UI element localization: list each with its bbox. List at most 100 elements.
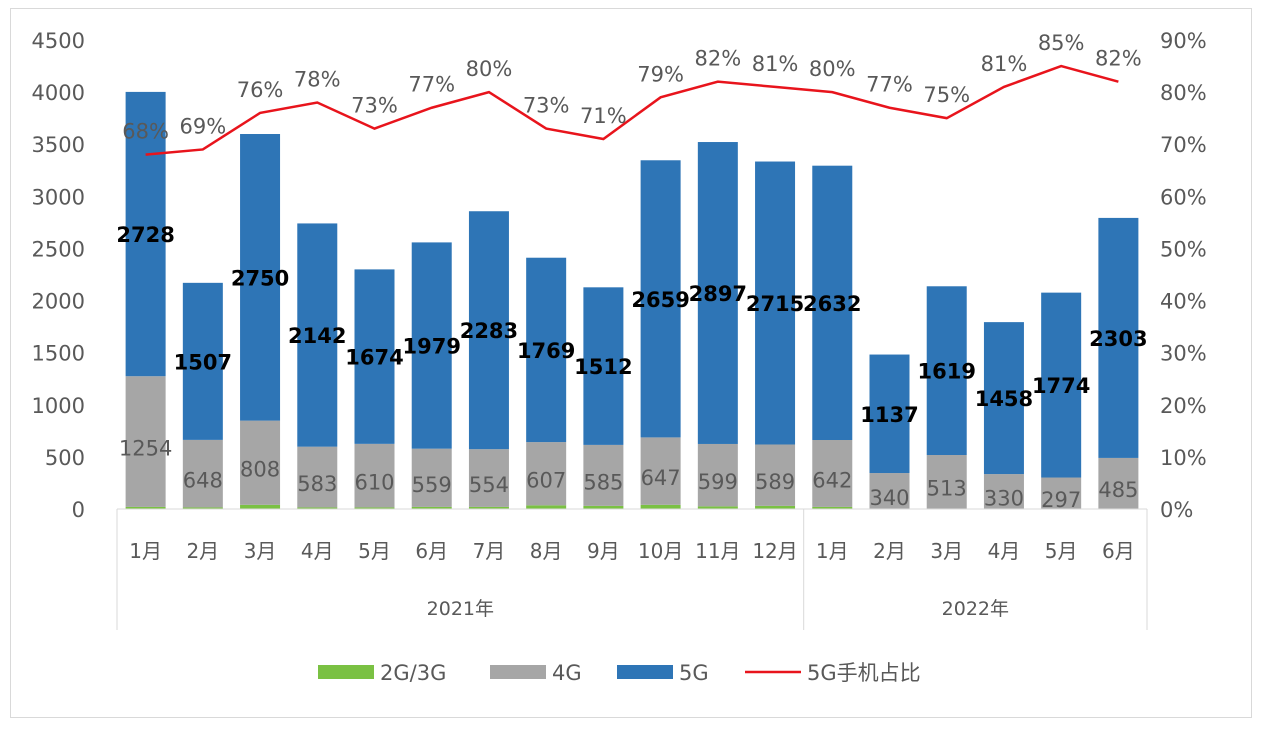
data-label-5g: 2750 (231, 266, 289, 290)
bar-4g (240, 420, 281, 505)
data-label-4g: 648 (183, 469, 223, 493)
bar-5g (182, 282, 223, 440)
data-label-5g: 1979 (402, 335, 460, 359)
bar-4g (297, 446, 338, 508)
data-label-share: 75% (923, 83, 970, 107)
data-label-share: 69% (179, 114, 226, 138)
data-label-4g: 583 (297, 472, 337, 496)
bar-2g-3g (240, 504, 281, 509)
x-tick-label: 8月 (530, 539, 563, 563)
y-right-tick: 80% (1160, 81, 1207, 105)
data-label-share: 71% (580, 104, 627, 128)
bar-2g-3g (354, 507, 395, 509)
data-label-4g: 585 (583, 470, 623, 494)
x-tick-label: 2月 (186, 539, 219, 563)
bar-2g-3g (297, 507, 338, 509)
data-label-5g: 1619 (917, 360, 975, 384)
bar-2g-3g (182, 507, 223, 509)
bar-5g (1041, 292, 1082, 478)
data-label-4g: 554 (469, 473, 509, 497)
bar-2g-3g (411, 506, 452, 509)
y-left-tick: 3500 (32, 133, 85, 157)
y-left-tick: 4500 (32, 29, 85, 53)
data-label-share: 78% (294, 68, 341, 92)
x-tick-label: 11月 (695, 539, 740, 563)
data-label-5g: 1769 (517, 339, 575, 363)
x-tick-label: 10月 (638, 539, 683, 563)
data-label-share: 85% (1038, 31, 1085, 55)
bar-2g-3g (697, 506, 738, 509)
bar-4g (640, 437, 681, 505)
bar-5g (983, 322, 1024, 475)
bar-4g (354, 443, 395, 508)
bar-4g (983, 474, 1024, 509)
data-label-share: 77% (408, 73, 455, 97)
x-tick-label: 3月 (244, 539, 277, 563)
data-label-5g: 1512 (574, 355, 632, 379)
bar-2g-3g (125, 506, 166, 509)
legend-label: 5G (679, 661, 709, 685)
data-label-5g: 2283 (460, 319, 518, 343)
y-right-tick: 90% (1160, 29, 1207, 53)
bar-4g (869, 473, 910, 509)
bar-4g (812, 440, 853, 507)
bar-5g (583, 287, 624, 445)
bar-4g (697, 443, 738, 507)
bar-5g (468, 211, 509, 450)
x-tick-label: 6月 (1102, 539, 1135, 563)
x-tick-label: 5月 (1045, 539, 1078, 563)
x-tick-label: 1月 (129, 539, 162, 563)
y-left-tick: 3000 (32, 185, 85, 209)
data-label-4g: 642 (812, 468, 852, 492)
y-right-tick: 30% (1160, 342, 1207, 366)
x-tick-label: 5月 (358, 539, 391, 563)
data-label-4g: 340 (869, 486, 909, 510)
legend-swatch (318, 665, 374, 679)
legend-label: 4G (552, 661, 582, 685)
bar-4g (411, 448, 452, 507)
bar-4g (526, 442, 567, 506)
data-label-share: 73% (351, 94, 398, 118)
data-label-4g: 485 (1098, 478, 1138, 502)
x-tick-label: 4月 (988, 539, 1021, 563)
x-tick-label: 12月 (752, 539, 797, 563)
y-right-tick: 20% (1160, 394, 1207, 418)
bar-2g-3g (640, 504, 681, 509)
y-left-tick: 2500 (32, 237, 85, 261)
data-label-5g: 2659 (631, 288, 689, 312)
data-label-share: 81% (752, 52, 799, 76)
data-label-share: 81% (981, 52, 1028, 76)
data-label-share: 77% (866, 73, 913, 97)
data-label-4g: 330 (984, 486, 1024, 510)
bar-2g-3g (526, 505, 567, 509)
data-label-5g: 1458 (975, 387, 1033, 411)
y-right-tick: 10% (1160, 446, 1207, 470)
y-right-tick: 0% (1160, 498, 1193, 522)
bar-5g (640, 160, 681, 438)
bar-5g (526, 257, 567, 443)
data-label-4g: 513 (927, 477, 967, 501)
data-label-share: 82% (1095, 47, 1142, 71)
data-label-5g: 2715 (746, 292, 804, 316)
bar-5g (755, 161, 796, 445)
data-label-share: 73% (523, 94, 570, 118)
y-right-tick: 40% (1160, 290, 1207, 314)
bar-4g (182, 439, 223, 508)
x-tick-label: 2月 (873, 539, 906, 563)
data-label-share: 80% (809, 57, 856, 81)
bar-2g-3g (812, 506, 853, 509)
x-tick-label: 6月 (415, 539, 448, 563)
y-right-tick: 60% (1160, 185, 1207, 209)
bar-5g (240, 134, 281, 421)
bar-2g-3g (468, 506, 509, 509)
y-left-tick: 500 (45, 446, 85, 470)
legend-swatch (490, 665, 546, 679)
bar-5g (869, 354, 910, 474)
x-group-label: 2022年 (942, 598, 1009, 620)
legend-label: 5G手机占比 (807, 661, 921, 685)
y-left-tick: 2000 (32, 290, 85, 314)
x-tick-label: 7月 (473, 539, 506, 563)
bar-5g (411, 242, 452, 449)
data-label-5g: 1674 (345, 346, 403, 370)
